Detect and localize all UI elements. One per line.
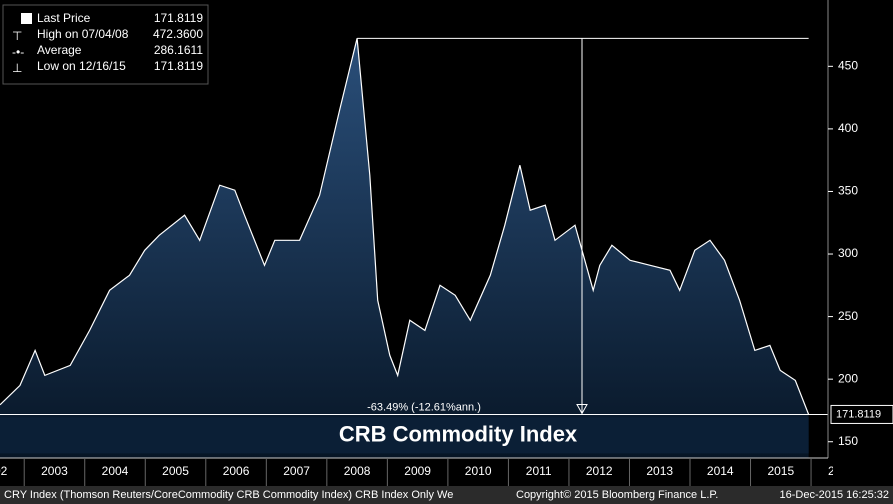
x-tick-label: 2004 <box>102 464 129 478</box>
chart-title: CRB Commodity Index <box>339 421 578 446</box>
legend-label: Last Price <box>37 11 91 25</box>
y-tick-label: 450 <box>838 58 858 72</box>
y-tick-label: 250 <box>838 309 858 323</box>
y-tick-label: 150 <box>838 434 858 448</box>
y-tick-label: 400 <box>838 121 858 135</box>
legend-value: 286.1611 <box>154 43 203 57</box>
legend-icon: ⊥ <box>12 61 22 75</box>
legend-value: 472.3600 <box>153 27 203 41</box>
x-tick-label: 2013 <box>646 464 673 478</box>
x-tick-label: 2007 <box>283 464 310 478</box>
legend: ⊤ -•- ⊥ Last Price 171.8119 High on 07/04/… <box>2 4 209 85</box>
y-tick-label: 350 <box>838 184 858 198</box>
x-tick-label: 2016 <box>828 464 855 478</box>
arrow-head <box>576 403 588 415</box>
legend-box <box>2 4 209 85</box>
x-tick-label: 2014 <box>707 464 734 478</box>
legend-value: 171.8119 <box>154 59 203 73</box>
x-tick-label: 2010 <box>465 464 492 478</box>
footer-right: 16-Dec-2015 16:25:32 <box>780 489 889 501</box>
x-tick-label: 2009 <box>404 464 431 478</box>
change-annotation: -63.49% (-12.61%ann.) <box>367 401 481 413</box>
legend-label: Low on 12/16/15 <box>37 59 126 73</box>
last-price-box <box>830 404 893 424</box>
footer-left: CRY Index (Thomson Reuters/CoreCommodity… <box>4 489 453 501</box>
x-tick-label: 2012 <box>586 464 613 478</box>
x-tick-label: 2008 <box>344 464 371 478</box>
legend-icon: ⊤ <box>12 29 22 43</box>
x-tick-label: 2015 <box>767 464 794 478</box>
x-tick-label: 2005 <box>162 464 189 478</box>
y-tick-label: 300 <box>838 246 858 260</box>
legend-label: Average <box>37 43 82 57</box>
area <box>0 38 809 459</box>
y-tick-label: 200 <box>838 371 858 385</box>
x-tick-label: 2003 <box>41 464 68 478</box>
footer-center: Copyright© 2015 Bloomberg Finance L.P. <box>516 489 718 501</box>
x-tick-label: 2011 <box>526 464 552 478</box>
legend-swatch <box>21 13 32 24</box>
title-bar <box>0 417 809 454</box>
legend-icon: -•- <box>12 45 24 59</box>
footer-bar <box>0 486 893 504</box>
x-tick-label: 2006 <box>223 464 250 478</box>
legend-label: High on 07/04/08 <box>37 27 129 41</box>
last-price-label: 171.8119 <box>836 408 881 420</box>
line <box>0 38 810 415</box>
legend-value: 171.8119 <box>154 11 203 25</box>
